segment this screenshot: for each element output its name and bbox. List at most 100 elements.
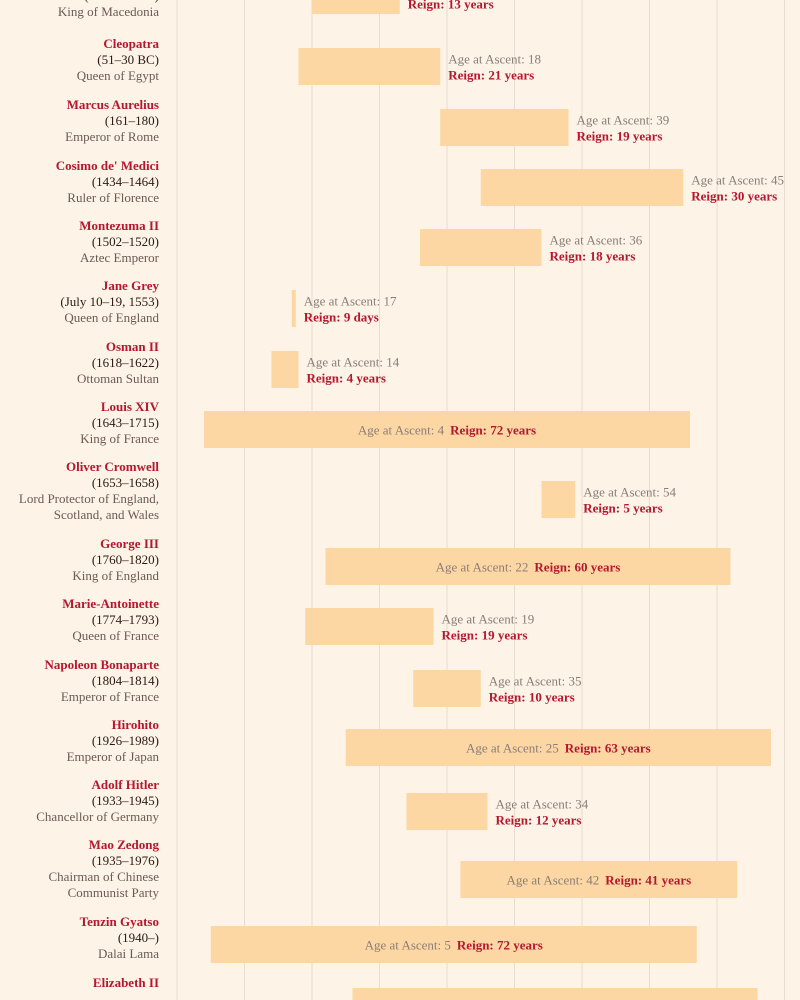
- reign-length-label: Reign: 21 years: [448, 68, 534, 83]
- ruler-name: Elizabeth II: [93, 975, 159, 990]
- ruler-dates: (1926–1989): [92, 733, 159, 748]
- ruler-title: King of England: [72, 568, 159, 583]
- ruler-row: Marie-Antoinette(1774–1793)Queen of Fran…: [62, 596, 534, 645]
- ruler-dates: (1760–1820): [92, 552, 159, 567]
- ruler-row: Elizabeth IIAge at Ascent: 26: [93, 975, 758, 1000]
- ruler-dates: (1618–1622): [92, 355, 159, 370]
- ruler-name: Louis XIV: [101, 399, 160, 414]
- ruler-dates: (51–30 BC): [97, 52, 159, 67]
- ruler-name: Tenzin Gyatso: [80, 914, 159, 929]
- ruler-row: Louis XIV(1643–1715)King of France Age at…: [80, 399, 690, 448]
- ruler-title: Ruler of Florence: [67, 190, 159, 205]
- ruler-name: Osman II: [106, 339, 159, 354]
- ruler-name: George III: [100, 536, 159, 551]
- gridlines: [176, 0, 785, 1000]
- ruler-title: Communist Party: [68, 885, 160, 900]
- ruler-name: Mao Zedong: [89, 837, 160, 852]
- ruler-dates: (1434–1464): [92, 174, 159, 189]
- age-at-ascent-label: Age at Ascent: 36: [550, 233, 643, 248]
- ruler-dates: (July 10–19, 1553): [60, 294, 159, 309]
- age-at-ascent-label: Age at Ascent: 39: [577, 113, 670, 128]
- ruler-name: Cleopatra: [103, 36, 159, 51]
- ruler-title: Chairman of Chinese: [49, 869, 160, 884]
- ruler-title: Emperor of Rome: [65, 129, 159, 144]
- reign-bar: [312, 0, 400, 14]
- reign-bar: [440, 109, 569, 146]
- ruler-title: Lord Protector of England,: [19, 491, 159, 506]
- ruler-row: Cleopatra(51–30 BC)Queen of Egypt Age at …: [77, 36, 541, 85]
- ruler-dates: (1653–1658): [92, 475, 159, 490]
- ruler-dates: (1502–1520): [92, 234, 159, 249]
- ruler-name: Adolf Hitler: [91, 777, 159, 792]
- ruler-dates: (1774–1793): [92, 612, 159, 627]
- ruler-dates: (1940–): [118, 930, 159, 945]
- ruler-title: Queen of France: [72, 628, 159, 643]
- bar-labels: Age at Ascent: 5 Reign: 72 years: [365, 938, 543, 953]
- ruler-name: Hirohito: [112, 717, 159, 732]
- reign-length-label: Reign: 12 years: [496, 813, 582, 828]
- age-at-ascent-label: Age at Ascent: 5: [365, 938, 451, 953]
- ruler-name: Montezuma II: [79, 218, 159, 233]
- reign-bar: [291, 290, 296, 327]
- reign-bar: [345, 729, 771, 766]
- ruler-row: Oliver Cromwell(1653–1658)Lord Protector…: [19, 459, 677, 522]
- reign-bar: [204, 411, 690, 448]
- ruler-title: Queen of England: [64, 310, 159, 325]
- ruler-name: Napoleon Bonaparte: [45, 657, 160, 672]
- ruler-dates: (1935–1976): [92, 853, 159, 868]
- reign-bar: [210, 926, 697, 963]
- ruler-row: Mao Zedong(1935–1976)Chairman of Chinese…: [49, 837, 738, 900]
- ruler-title: Emperor of Japan: [67, 749, 160, 764]
- age-at-ascent-label: Age at Ascent: 19: [442, 612, 535, 627]
- ruler-title: Scotland, and Wales: [54, 507, 159, 522]
- ruler-dates: (336–323 BC): [84, 0, 159, 3]
- ruler-row: George III(1760–1820)King of England Age …: [72, 536, 731, 585]
- reign-length-label: Reign: 10 years: [489, 690, 575, 705]
- ruler-title: Ottoman Sultan: [77, 371, 159, 386]
- ruler-title: Aztec Emperor: [80, 250, 160, 265]
- ruler-dates: (1933–1945): [92, 793, 159, 808]
- age-at-ascent-label: Age at Ascent: 18: [448, 52, 541, 67]
- age-at-ascent-label: Age at Ascent: 17: [304, 294, 397, 309]
- reign-bar: [420, 229, 542, 266]
- age-at-ascent-label: Age at Ascent: 4: [358, 423, 445, 438]
- reign-length-label: Reign: 18 years: [550, 249, 636, 264]
- bar-labels: Age at Ascent: 4 Reign: 72 years: [358, 423, 536, 438]
- ruler-name: Jane Grey: [102, 278, 160, 293]
- ruler-row: Cosimo de' Medici(1434–1464)Ruler of Flo…: [56, 158, 784, 206]
- age-at-ascent-label: Age at Ascent: 45: [691, 173, 784, 188]
- ruler-rows: (336–323 BC)King of Macedonia Age at Asce…: [19, 0, 784, 1000]
- reign-length-label: Reign: 9 days: [304, 310, 379, 325]
- ruler-row: Tenzin Gyatso(1940–)Dalai Lama Age at Asc…: [80, 914, 697, 963]
- reign-bar: [480, 169, 684, 206]
- reign-length-label: Reign: 19 years: [577, 129, 663, 144]
- reign-length-label: Reign: 19 years: [442, 628, 528, 643]
- ruler-dates: (1804–1814): [92, 673, 159, 688]
- reign-length-label: Reign: 41 years: [605, 873, 691, 888]
- ruler-title: Emperor of France: [61, 689, 159, 704]
- ruler-row: Montezuma II(1502–1520)Aztec Emperor Age …: [79, 218, 643, 266]
- reign-bar: [460, 861, 738, 898]
- reign-length-label: Reign: 5 years: [583, 501, 662, 516]
- reign-bar: [271, 351, 299, 388]
- age-at-ascent-label: Age at Ascent: 14: [307, 355, 400, 370]
- reign-length-label: Reign: 63 years: [565, 741, 651, 756]
- reign-bar: [352, 988, 758, 1000]
- reign-length-label: Reign: 4 years: [307, 371, 386, 386]
- ruler-dates: (161–180): [105, 113, 159, 128]
- ruler-name: Cosimo de' Medici: [56, 158, 160, 173]
- ruler-row: Napoleon Bonaparte(1804–1814)Emperor of …: [45, 657, 582, 707]
- bar-labels: Age at Ascent: 42 Reign: 41 years: [507, 873, 692, 888]
- reign-bar: [325, 548, 731, 585]
- ruler-title: Dalai Lama: [98, 946, 159, 961]
- ruler-name: Oliver Cromwell: [66, 459, 159, 474]
- reign-length-label: Reign: 72 years: [457, 938, 543, 953]
- reign-bar: [541, 481, 576, 518]
- ruler-name: Marcus Aurelius: [67, 97, 159, 112]
- ruler-dates: (1643–1715): [92, 415, 159, 430]
- ruler-name: Marie-Antoinette: [62, 596, 159, 611]
- reign-length-label: Reign: 13 years: [408, 0, 494, 12]
- ruler-title: King of France: [80, 431, 159, 446]
- ruler-row: Adolf Hitler(1933–1945)Chancellor of Ger…: [36, 777, 589, 830]
